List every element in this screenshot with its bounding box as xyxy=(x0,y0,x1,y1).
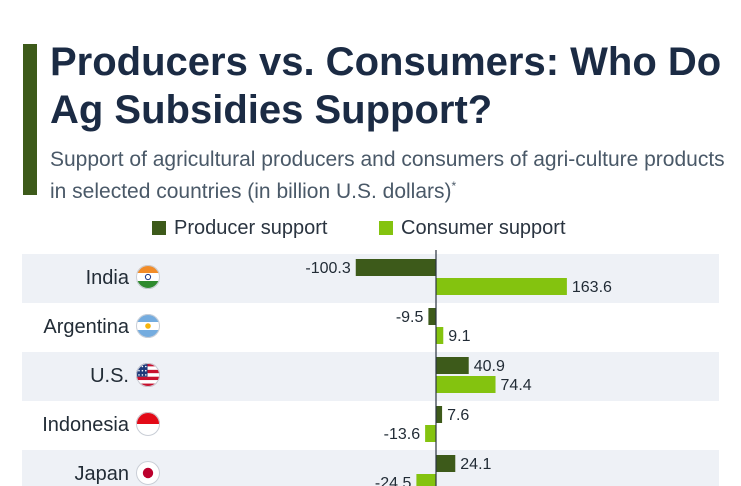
consumer-value-label: -13.6 xyxy=(384,426,421,443)
consumer-bar xyxy=(436,327,444,344)
country-label: Japan xyxy=(75,463,130,485)
producer-bar xyxy=(436,357,469,374)
producer-value-label: 24.1 xyxy=(460,456,491,473)
indonesia-flag-icon xyxy=(136,412,160,436)
bar-chart: India -100.3 163.6 Argentina -9.5 9.1 U.S. 40.9… xyxy=(22,250,719,486)
legend-label-producer: Producer support xyxy=(174,217,328,239)
subtitle-text: Support of agricultural producers and co… xyxy=(50,148,725,203)
consumer-bar xyxy=(436,376,496,393)
consumer-bar xyxy=(436,278,567,295)
chart-subtitle: Support of agricultural producers and co… xyxy=(50,146,740,205)
producer-bar xyxy=(428,308,436,325)
country-label: Indonesia xyxy=(42,414,130,436)
india-flag-icon xyxy=(136,265,160,289)
flag-outline xyxy=(136,314,160,338)
legend-swatch-consumer xyxy=(379,221,393,235)
flag-outline xyxy=(136,412,160,436)
country-label: Argentina xyxy=(43,316,129,338)
subtitle-footnote-mark: * xyxy=(451,179,457,193)
producer-bar xyxy=(355,259,436,276)
consumer-value-label: 74.4 xyxy=(501,377,532,394)
country-label: India xyxy=(86,267,130,289)
consumer-bar xyxy=(416,474,436,486)
producer-value-label: 7.6 xyxy=(447,407,469,424)
chart-title: Producers vs. Consumers: Who Do Ag Subsi… xyxy=(50,40,722,132)
flag-outline xyxy=(136,265,160,289)
producer-value-label: 40.9 xyxy=(474,358,505,375)
consumer-value-label: -24.5 xyxy=(375,475,412,486)
country-label: U.S. xyxy=(90,365,129,387)
flag-outline xyxy=(136,461,160,485)
producer-bar xyxy=(436,406,443,423)
argentina-flag-icon xyxy=(136,314,160,338)
producer-bar xyxy=(436,455,456,472)
consumer-bar xyxy=(425,425,436,442)
producer-value-label: -100.3 xyxy=(305,260,350,277)
us-flag-icon xyxy=(136,363,160,387)
consumer-value-label: 9.1 xyxy=(448,328,470,345)
flag-outline xyxy=(136,363,160,387)
consumer-value-label: 163.6 xyxy=(572,279,612,296)
producer-value-label: -9.5 xyxy=(396,309,424,326)
legend-label-consumer: Consumer support xyxy=(401,217,566,239)
chart-legend: Producer support Consumer support xyxy=(0,214,741,242)
title-accent-bar xyxy=(23,44,37,195)
legend-swatch-producer xyxy=(152,221,166,235)
